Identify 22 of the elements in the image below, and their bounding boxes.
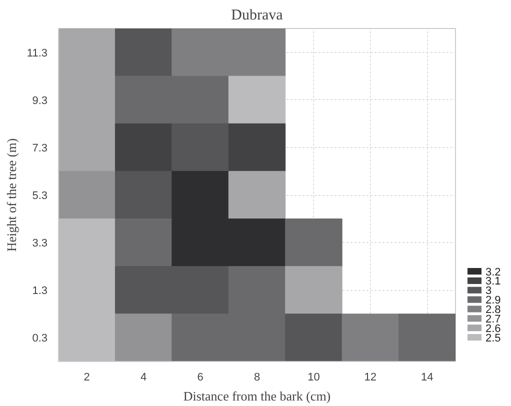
y-axis-title: Height of the tree (m) (4, 138, 19, 252)
color-bar-label: 3 (486, 285, 492, 298)
color-bar-label: 2.7 (486, 313, 501, 326)
x-tick-label: 4 (140, 372, 147, 384)
color-bar-label: 2.6 (486, 322, 501, 335)
x-tick-label: 6 (197, 372, 204, 384)
x-axis-title: Distance from the bark (cm) (183, 388, 331, 404)
x-tick-label: 2 (84, 372, 90, 384)
color-bar-label: 3.1 (486, 276, 501, 288)
x-tick-label: 14 (421, 372, 434, 384)
x-tick-label: 8 (254, 372, 260, 384)
color-bar-label: 2.5 (486, 332, 501, 344)
y-tick-label: 0.3 (32, 332, 48, 345)
y-tick-label: 1.3 (32, 285, 48, 298)
y-tick-label: 7.3 (32, 142, 48, 154)
y-tick-label: 3.3 (32, 238, 48, 250)
x-tick-label: 12 (364, 372, 377, 384)
x-tick-label: 10 (308, 372, 320, 384)
y-tick-label: 11.3 (26, 47, 48, 60)
y-tick-label: 9.3 (32, 94, 48, 107)
y-tick-label: 5.3 (32, 190, 48, 202)
chart-title: Dubrava (231, 8, 284, 24)
